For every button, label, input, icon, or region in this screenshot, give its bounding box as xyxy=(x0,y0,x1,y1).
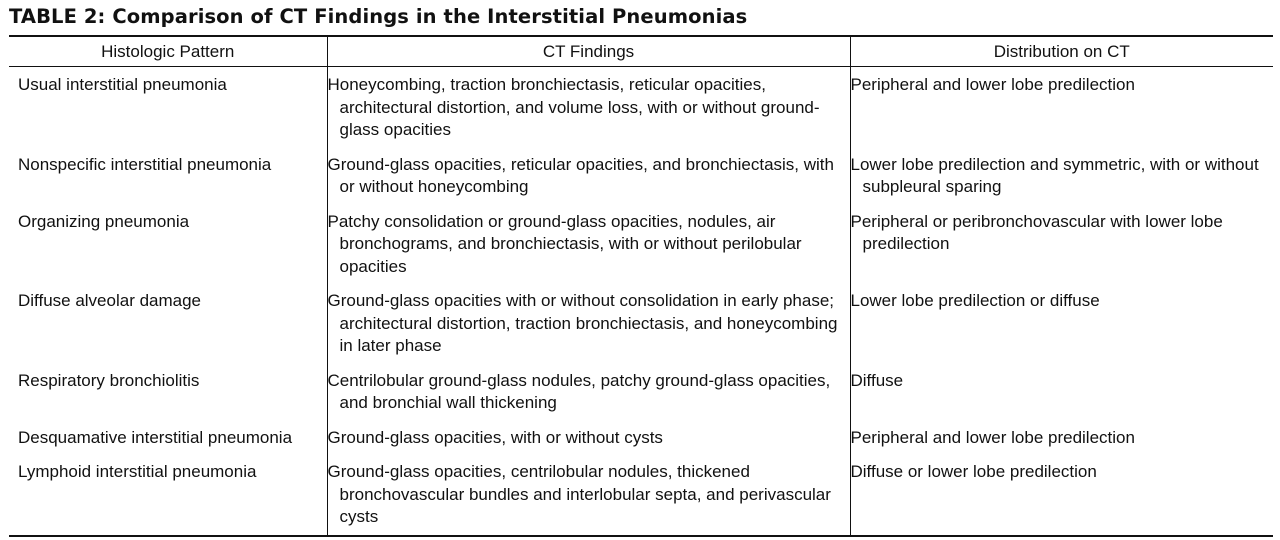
header-histologic-pattern: Histologic Pattern xyxy=(9,36,327,67)
pattern-cell: Desquamative interstitial pneumonia xyxy=(18,427,293,447)
distribution-cell: Diffuse or lower lobe predilection xyxy=(849,461,1273,536)
pattern-cell: Diffuse alveolar damage xyxy=(18,291,202,310)
findings-cell: Honeycombing, traction bronchiectasis, r… xyxy=(326,66,850,154)
findings-cell: Ground-glass opacities, centrilobular no… xyxy=(326,461,850,536)
pattern-cell: Organizing pneumonia xyxy=(18,211,190,231)
findings-cell: Ground-glass opacities with or without c… xyxy=(326,290,850,370)
findings-cell: Centrilobular ground-glass nodules, patc… xyxy=(326,369,850,427)
header-row: Histologic Pattern CT Findings Distribut… xyxy=(9,36,1273,67)
distribution-cell: Lower lobe predilection or diffuse xyxy=(849,290,1273,370)
ct-findings-table: Histologic Pattern CT Findings Distribut… xyxy=(9,35,1273,537)
header-ct-findings: CT Findings xyxy=(326,36,850,67)
findings-cell: Ground-glass opacities, reticular opacit… xyxy=(326,153,850,211)
table-row: Desquamative interstitial pneumonia Grou… xyxy=(9,426,1273,461)
pattern-cell: Nonspecific interstitial pneumonia xyxy=(18,154,272,174)
pattern-cell: Respiratory bronchiolitis xyxy=(18,370,200,390)
header-distribution: Distribution on CT xyxy=(849,36,1273,67)
distribution-cell: Diffuse xyxy=(849,369,1273,427)
distribution-cell: Peripheral and lower lobe predilection xyxy=(849,426,1273,461)
distribution-cell: Peripheral or peribronchovascular with l… xyxy=(849,210,1273,290)
table-row: Organizing pneumonia Patchy consolidatio… xyxy=(9,210,1273,290)
table-row: Lymphoid interstitial pneumonia Ground-g… xyxy=(9,461,1273,536)
table-row: Diffuse alveolar damage Ground-glass opa… xyxy=(9,290,1273,370)
distribution-cell: Peripheral and lower lobe predilection xyxy=(849,66,1273,154)
findings-cell: Ground-glass opacities, with or without … xyxy=(326,426,850,461)
distribution-cell: Lower lobe predilection and symmetric, w… xyxy=(849,153,1273,211)
table-row: Nonspecific interstitial pneumonia Groun… xyxy=(9,153,1273,211)
pattern-cell: Usual interstitial pneumonia xyxy=(18,75,227,94)
table-row: Usual interstitial pneumonia Honeycombin… xyxy=(9,66,1273,154)
pattern-cell: Lymphoid interstitial pneumonia xyxy=(18,462,257,481)
table-row: Respiratory bronchiolitis Centrilobular … xyxy=(9,369,1273,427)
findings-cell: Patchy consolidation or ground-glass opa… xyxy=(326,210,850,290)
table-title: TABLE 2: Comparison of CT Findings in th… xyxy=(9,5,748,28)
